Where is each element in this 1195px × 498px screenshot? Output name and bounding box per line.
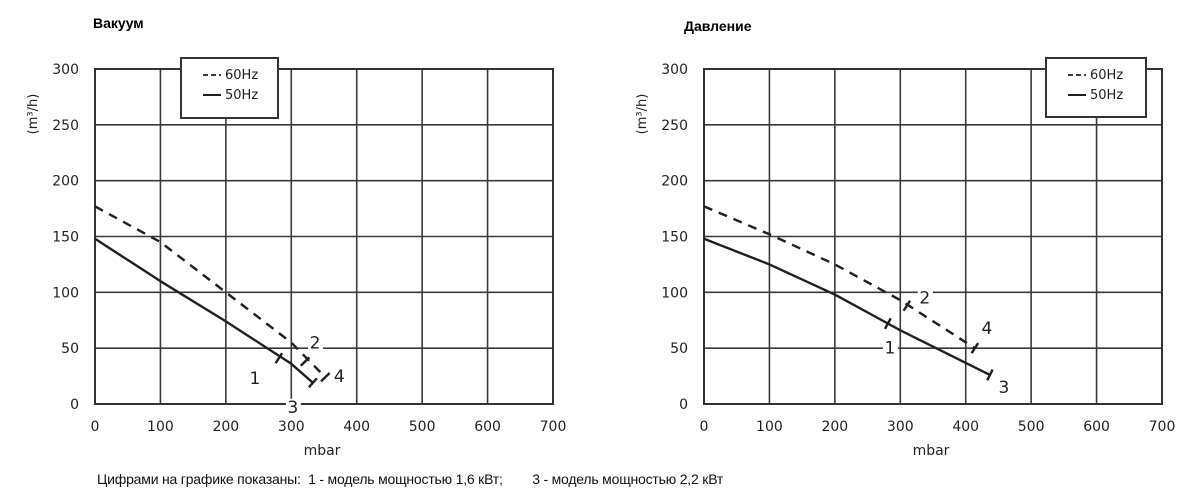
y-tick-label: 200 xyxy=(52,174,79,190)
footnote: Цифрами на графике показаны: 1 - модель … xyxy=(97,471,723,487)
chart-title-vacuum: Вакуум xyxy=(93,15,144,31)
limit-tick-mark xyxy=(986,369,994,381)
series-50hz-line xyxy=(94,237,314,384)
model-marker-label-1: 1 xyxy=(249,369,260,389)
x-tick-label: 600 xyxy=(1083,419,1110,435)
footnote-item-3: 3 - модель мощностью 2,2 кВт xyxy=(532,471,724,487)
model-marker-label-1: 1 xyxy=(884,339,895,359)
limit-tick-mark xyxy=(320,372,331,383)
y-tick-label: 250 xyxy=(661,118,688,134)
x-tick-label: 0 xyxy=(700,419,709,435)
legend-label-60hz: 60Hz xyxy=(225,68,258,83)
legend-label-50hz: 50Hz xyxy=(225,88,258,103)
x-tick-label: 300 xyxy=(887,419,914,435)
y-tick-label: 0 xyxy=(679,397,688,413)
x-axis-label: mbar xyxy=(913,443,950,459)
y-axis-label: (m³/h) xyxy=(635,94,650,135)
y-tick-label: 0 xyxy=(70,397,79,413)
y-tick-label: 100 xyxy=(52,285,79,301)
legend-label-50hz: 50Hz xyxy=(1090,88,1123,103)
y-tick-label: 50 xyxy=(670,341,688,357)
y-tick-label: 50 xyxy=(61,341,79,357)
y-tick-label: 300 xyxy=(52,62,79,78)
model-marker-label-2: 2 xyxy=(310,334,321,354)
legend: 60Hz 50Hz xyxy=(180,57,279,119)
x-tick-label: 500 xyxy=(409,419,436,435)
legend: 60Hz 50Hz xyxy=(1045,57,1147,118)
series-50hz-line xyxy=(703,237,991,377)
y-tick-label: 150 xyxy=(52,230,79,246)
series-60hz-line xyxy=(703,205,976,350)
x-tick-label: 500 xyxy=(1018,419,1045,435)
x-tick-label: 100 xyxy=(756,419,783,435)
limit-tick-mark xyxy=(883,317,892,330)
x-tick-label: 200 xyxy=(212,419,239,435)
y-tick-label: 150 xyxy=(661,230,688,246)
limit-tick-mark xyxy=(902,300,912,312)
model-marker-label-4: 4 xyxy=(981,319,992,339)
limit-tick-mark xyxy=(274,352,284,364)
grid xyxy=(703,68,1163,405)
model-marker-label-2: 2 xyxy=(919,289,930,309)
x-tick-label: 700 xyxy=(540,419,567,435)
chart-pressure: 0 100 200 300 400 500 600 700 0 50 100 150 200 250 300… xyxy=(635,57,1176,459)
footnote-intro: Цифрами на графике показаны: xyxy=(97,471,301,487)
limit-tick-mark xyxy=(299,356,311,367)
grid xyxy=(94,68,554,405)
y-tick-label: 100 xyxy=(661,285,688,301)
x-tick-label: 400 xyxy=(343,419,370,435)
y-tick-label: 200 xyxy=(661,174,688,190)
limit-tick-mark xyxy=(970,342,980,354)
x-tick-label: 300 xyxy=(278,419,305,435)
model-marker-label-3: 3 xyxy=(999,378,1010,398)
chart-title-pressure: Давление xyxy=(684,18,752,34)
limit-tick-mark xyxy=(308,377,318,389)
x-tick-label: 0 xyxy=(91,419,100,435)
y-axis-label: (m³/h) xyxy=(26,94,41,135)
x-axis-label: mbar xyxy=(304,443,341,459)
x-tick-label: 200 xyxy=(821,419,848,435)
x-tick-label: 700 xyxy=(1149,419,1176,435)
model-marker-label-3: 3 xyxy=(287,398,298,418)
footnote-item-1: 1 - модель мощностью 1,6 кВт; xyxy=(308,471,503,487)
series-60hz-line xyxy=(94,205,327,379)
chart-vacuum: 0 100 200 300 400 500 600 700 0 50 100 150 200 250 300… xyxy=(26,57,567,459)
y-tick-label: 250 xyxy=(52,118,79,134)
x-tick-label: 600 xyxy=(474,419,501,435)
y-tick-label: 300 xyxy=(661,62,688,78)
legend-label-60hz: 60Hz xyxy=(1090,68,1123,83)
x-tick-label: 100 xyxy=(147,419,174,435)
x-tick-label: 400 xyxy=(952,419,979,435)
model-marker-label-4: 4 xyxy=(334,367,345,387)
